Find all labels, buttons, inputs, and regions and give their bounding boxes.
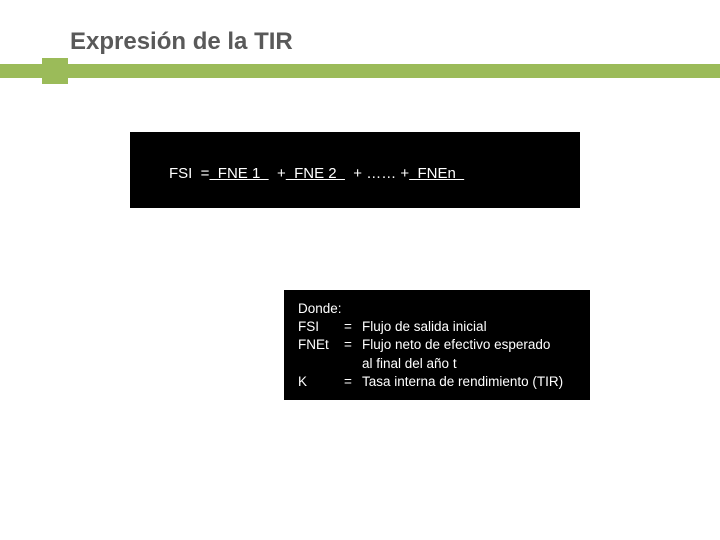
term1-den-base: (1+k) — [232, 226, 267, 243]
pad3 — [359, 226, 438, 243]
legend-val: Flujo de salida inicial — [362, 318, 576, 336]
term2-den-exp: ^2 — [349, 225, 359, 236]
legend-eq: = — [344, 318, 362, 336]
term3-den-base: (1+k) — [438, 226, 473, 243]
legend-key: FSI — [298, 318, 344, 336]
term1-num: FNE 1 — [209, 165, 268, 182]
legend-key: K — [298, 373, 344, 391]
formula-line-1: FSI = FNE 1 + FNE 2 + …… + FNEn — [144, 144, 566, 205]
join2: + …… + — [345, 165, 409, 182]
term3-num: FNEn — [409, 165, 464, 182]
term3-den-exp: ^n — [473, 225, 483, 236]
legend-eq: = — [344, 373, 362, 391]
accent-bar — [0, 64, 720, 78]
legend-eq: = — [344, 336, 362, 354]
legend-row: K = Tasa interna de rendimiento (TIR) — [298, 373, 576, 391]
legend-val: Flujo neto de efectivo esperado — [362, 336, 576, 354]
formula-lhs: FSI = — [169, 165, 209, 182]
term2-num: FNE 2 — [286, 165, 345, 182]
term2-den-base: (1+k) — [314, 226, 349, 243]
formula-line-2: (1+k)^1 (1+k)^2 (1+k)^n — [144, 205, 566, 266]
accent-square — [42, 58, 68, 84]
legend-row: FSI = Flujo de salida inicial — [298, 318, 576, 336]
slide: Expresión de la TIR FSI = FNE 1 + FNE 2 … — [0, 0, 720, 540]
legend-box: Donde: FSI = Flujo de salida inicial FNE… — [284, 290, 590, 400]
legend-row-cont: al final del año t — [298, 355, 576, 373]
legend-heading: Donde: — [298, 300, 576, 318]
formula-box: FSI = FNE 1 + FNE 2 + …… + FNEn (1+k)^1 … — [130, 132, 580, 208]
join1: + — [269, 165, 286, 182]
legend-key: FNEt — [298, 336, 344, 354]
pad1 — [169, 226, 232, 243]
legend-val: Tasa interna de rendimiento (TIR) — [362, 373, 576, 391]
pad2 — [276, 226, 314, 243]
term1-den-exp: ^1 — [266, 225, 276, 236]
legend-row: FNEt = Flujo neto de efectivo esperado — [298, 336, 576, 354]
slide-title: Expresión de la TIR — [70, 28, 293, 56]
